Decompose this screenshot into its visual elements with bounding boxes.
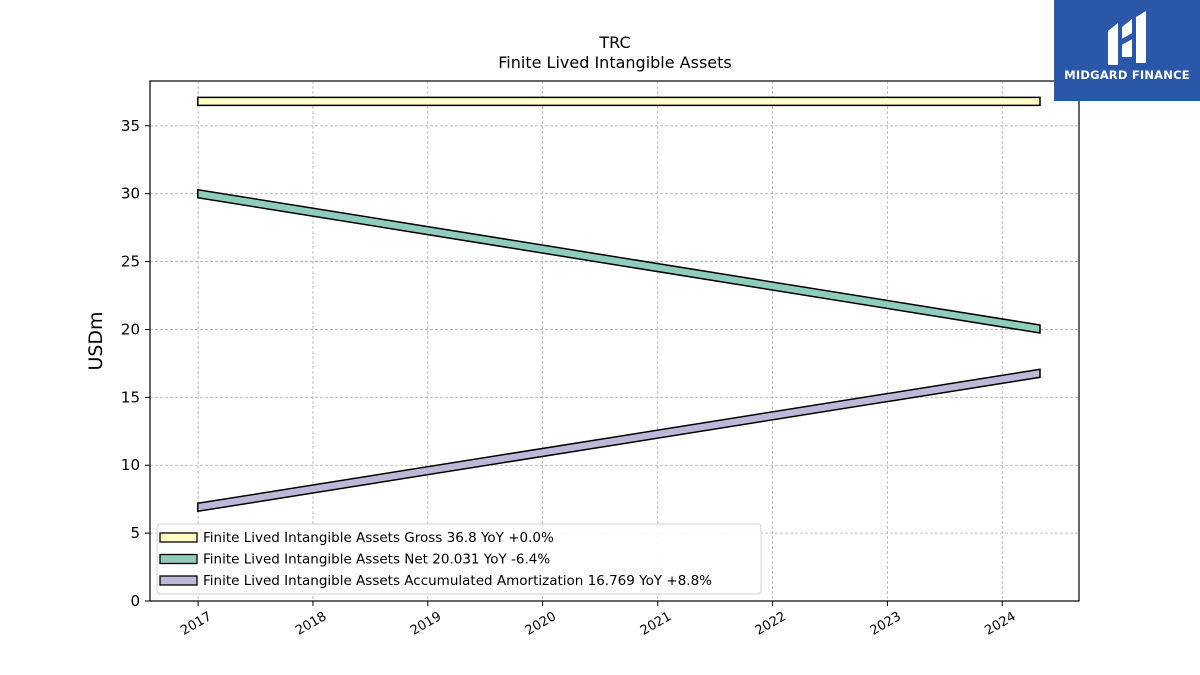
x-tick-label: 2022: [753, 609, 789, 639]
y-tick-label: 20: [121, 320, 140, 338]
legend-swatch: [159, 553, 198, 565]
y-tick-label: 30: [121, 185, 140, 203]
brand-logo: MIDGARD FINANCE: [1054, 0, 1200, 101]
legend-label: Finite Lived Intangible Assets Accumulat…: [203, 573, 712, 589]
x-tick-label: 2023: [868, 609, 904, 639]
y-axis-label: USDm: [85, 311, 107, 370]
legend-label: Finite Lived Intangible Assets Net 20.03…: [203, 552, 550, 568]
grid: [150, 81, 1079, 601]
plot-frame: [149, 80, 1080, 602]
legend-swatch: [159, 532, 198, 543]
y-tick-label: 25: [121, 253, 140, 271]
series-layer: [197, 96, 1041, 513]
x-tick-label: 2024: [982, 609, 1018, 639]
series-band-2: [197, 188, 1041, 334]
logo-mark-icon: [1108, 11, 1146, 65]
legend: Finite Lived Intangible Assets Gross 36.…: [156, 523, 762, 595]
x-tick-label: 2018: [293, 609, 329, 639]
x-tick-label: 2021: [638, 609, 674, 639]
y-tick-label: 35: [121, 117, 140, 135]
x-tick-label: 2020: [523, 609, 559, 639]
chart-subtitle: Finite Lived Intangible Assets: [498, 53, 731, 72]
x-tick-label: 2017: [178, 609, 214, 639]
y-tick-label: 10: [121, 456, 140, 474]
series-band-1: [197, 96, 1041, 107]
legend-label: Finite Lived Intangible Assets Gross 36.…: [203, 530, 554, 546]
y-tick-label: 15: [121, 388, 140, 406]
legend-swatch: [159, 575, 198, 586]
y-tick-label: 0: [130, 592, 140, 610]
legend-box: [156, 523, 762, 595]
y-tick-label: 5: [130, 524, 140, 542]
brand-name: MIDGARD FINANCE: [1064, 68, 1190, 82]
chart-title: TRC: [598, 33, 630, 52]
x-tick-label: 2019: [408, 609, 444, 639]
series-band-3: [197, 368, 1041, 513]
